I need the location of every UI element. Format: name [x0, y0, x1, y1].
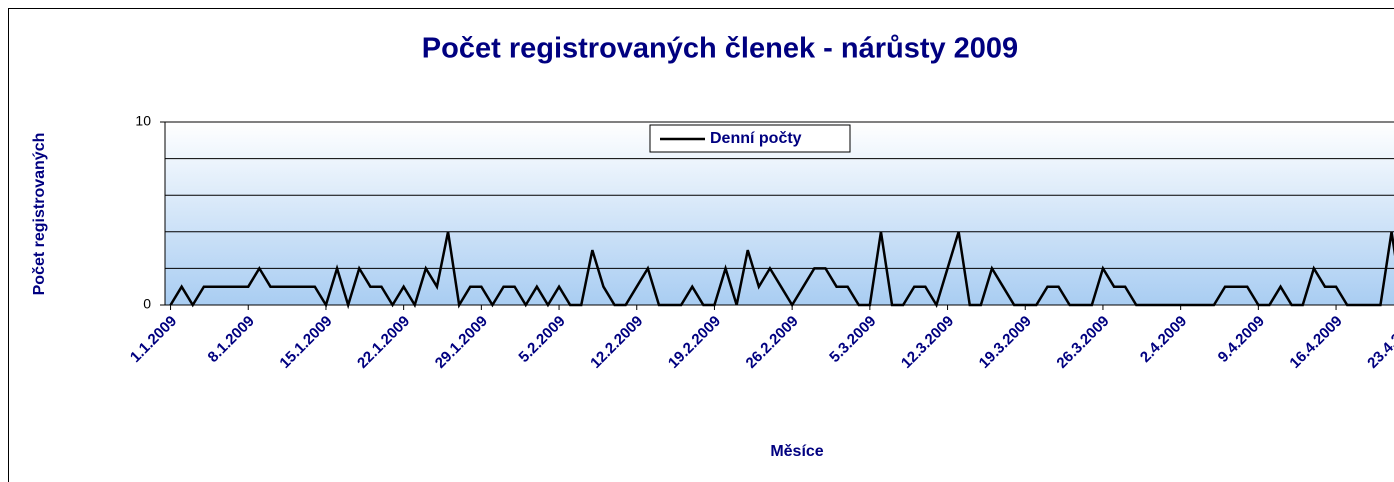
chart-title: Počet registrovaných členek - nárůsty 20… — [422, 33, 1018, 65]
series-line — [169, 231, 1394, 310]
y-tick-label: 10 — [135, 113, 151, 129]
y-tick-label: 0 — [143, 296, 151, 312]
y-axis-label: Počet registrovaných — [31, 133, 48, 296]
x-axis-label: Měsíce — [770, 443, 823, 460]
legend-label: Denní počty — [710, 130, 802, 147]
